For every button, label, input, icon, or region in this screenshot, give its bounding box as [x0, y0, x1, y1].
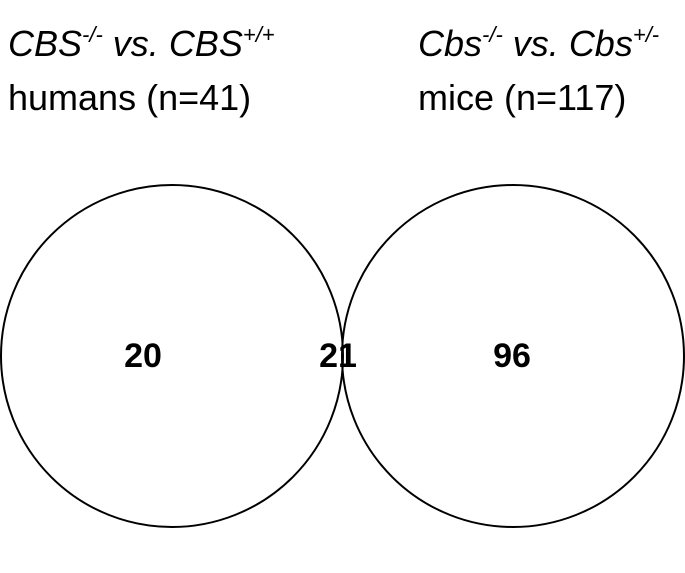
gene: CBS	[8, 23, 82, 64]
genotype: -/-	[482, 22, 503, 47]
genotype: -/-	[82, 22, 103, 47]
region-count: 21	[319, 337, 357, 375]
gene: Cbs	[569, 23, 633, 64]
gene: CBS	[169, 23, 243, 64]
connector: vs.	[503, 23, 569, 64]
genotype: +/+	[243, 22, 275, 47]
region-count: 96	[493, 337, 531, 375]
connector: vs.	[103, 23, 169, 64]
set-label: Cbs-/- vs. Cbs+/-	[418, 22, 659, 64]
gene: Cbs	[418, 23, 482, 64]
set-circle	[0, 184, 344, 528]
set-subtitle: humans (n=41)	[8, 77, 251, 118]
set-label: CBS-/- vs. CBS+/+	[8, 22, 275, 64]
region-count: 20	[124, 337, 162, 375]
set-circle	[341, 184, 685, 528]
genotype: +/-	[633, 22, 659, 47]
set-subtitle: mice (n=117)	[418, 77, 626, 118]
